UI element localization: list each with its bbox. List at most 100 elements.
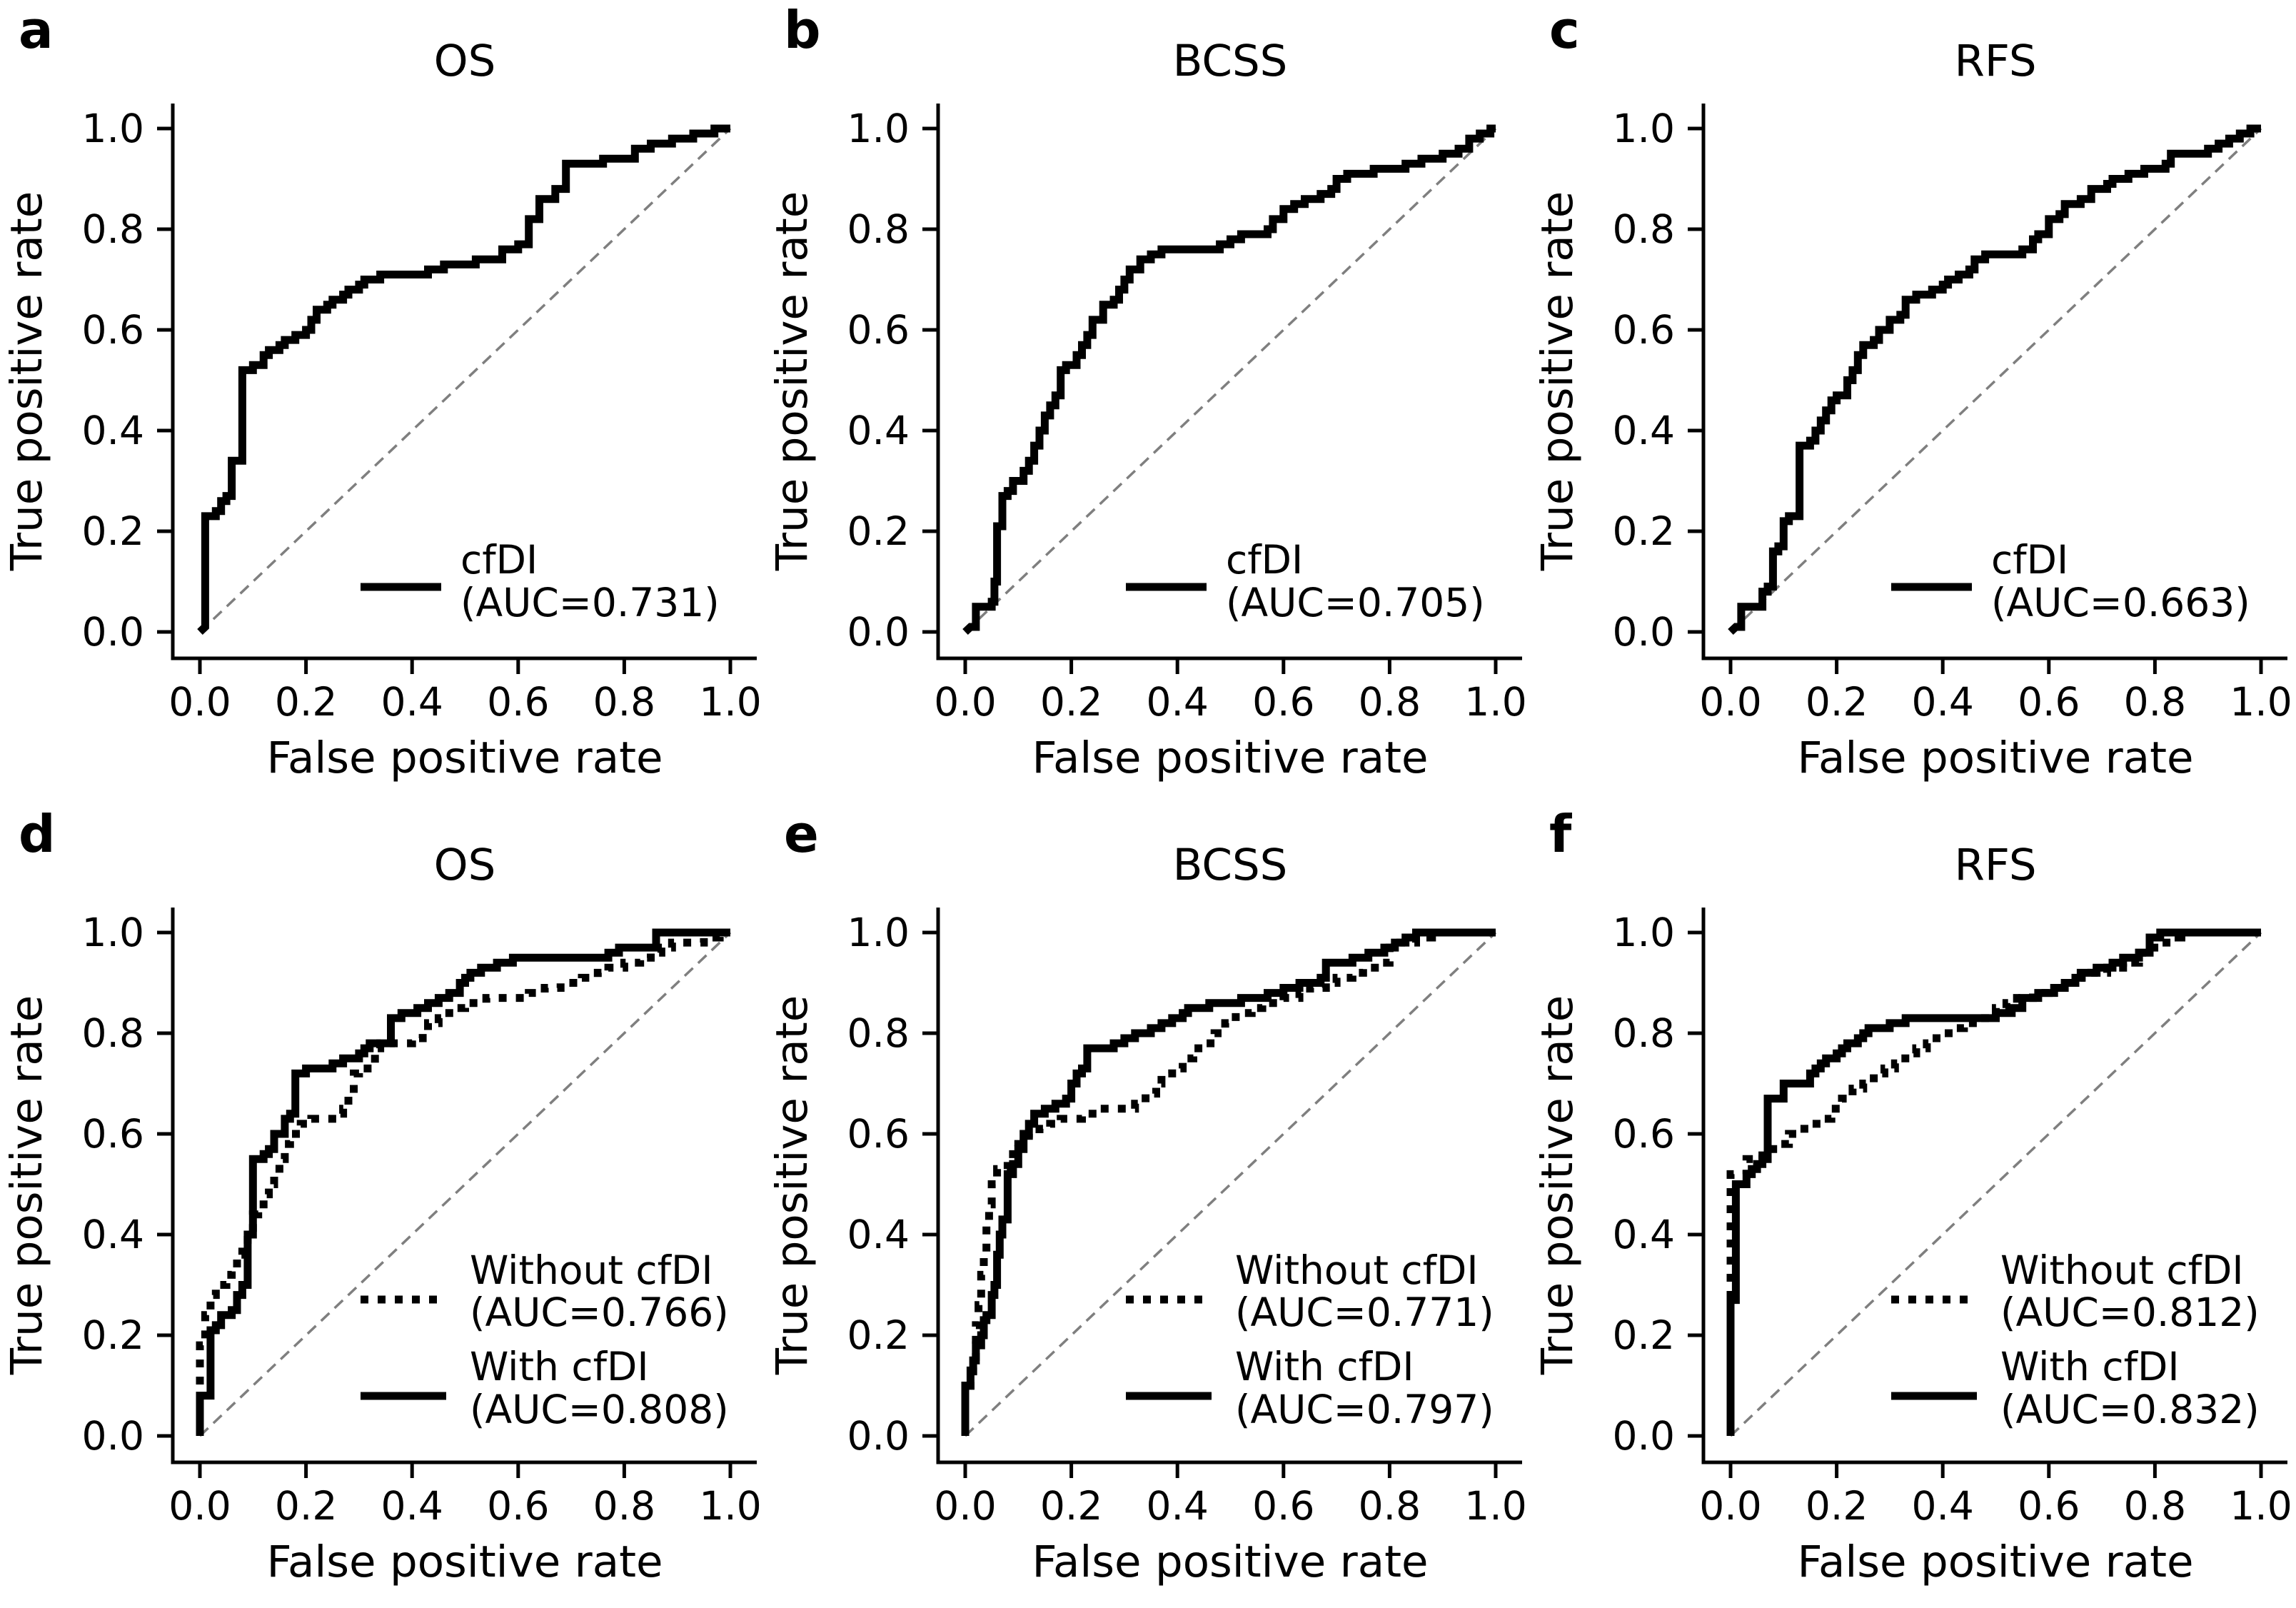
- x-tick-label: 0.2: [1806, 1483, 1868, 1529]
- roc-curve-with-cfdi: [1726, 928, 2261, 1436]
- x-tick-label: 0.0: [934, 679, 996, 725]
- x-tick-label: 0.8: [2124, 679, 2186, 725]
- x-tick-label: 0.8: [2124, 1483, 2186, 1529]
- x-tick-label: 0.0: [168, 1483, 231, 1529]
- roc-curve-with-cfdi: [961, 928, 1496, 1436]
- legend-entry-auc: (AUC=0.832): [2000, 1387, 2260, 1432]
- roc-curve-without-cfdi: [961, 928, 1496, 1436]
- legend-entry-auc: (AUC=0.771): [1235, 1290, 1494, 1335]
- roc-plot-bcss-cfdi: 0.0 0.2 0.4 0.6 0.8 1.0 0.0 0.2 0.4 0.6 0.8 1.0 BCSS…: [767, 36, 1527, 783]
- x-axis-label: False positive rate: [1797, 1537, 2193, 1587]
- y-tick-label: 0.4: [82, 1212, 144, 1257]
- x-axis-label: False positive rate: [266, 733, 663, 783]
- y-tick-label: 1.0: [82, 910, 144, 955]
- x-tick-label: 0.6: [2018, 1483, 2080, 1529]
- roc-curve-without-cfdi: [196, 928, 730, 1436]
- roc-curve-cfdi: [962, 124, 1496, 635]
- y-tick-label: 1.0: [1613, 106, 1675, 151]
- legend-entry-label: cfDI: [1226, 537, 1303, 583]
- legend-entry-label: With cfDI: [2000, 1344, 2180, 1390]
- legend-entry-auc: (AUC=0.766): [470, 1290, 729, 1335]
- y-tick-label: 1.0: [1613, 910, 1675, 955]
- x-tick-label: 0.8: [1359, 679, 1421, 725]
- x-tick-label: 0.0: [1699, 679, 1761, 725]
- legend-entry-label: With cfDI: [470, 1344, 649, 1390]
- legend-entry-auc: (AUC=0.797): [1235, 1387, 1494, 1432]
- plot-title: BCSS: [1173, 840, 1288, 890]
- legend-entry-label: cfDI: [460, 537, 538, 583]
- x-tick-label: 1.0: [699, 1483, 761, 1529]
- y-tick-label: 0.2: [82, 508, 144, 554]
- y-tick-label: 0.8: [1613, 1010, 1675, 1056]
- y-tick-label: 0.6: [847, 1111, 910, 1157]
- y-tick-label: 0.8: [1613, 206, 1675, 252]
- legend-entry-label: cfDI: [1991, 537, 2068, 583]
- x-tick-label: 0.4: [1911, 1483, 1973, 1529]
- y-tick-label: 0.4: [847, 1212, 910, 1257]
- x-tick-label: 0.4: [1146, 679, 1208, 725]
- plot-title: RFS: [1954, 840, 2036, 890]
- panel-c: c 0.0 0.2 0.4 0.6 0.8 1.0 0.0 0.2 0.4 0.6 0.8 1.0 RF…: [1531, 0, 2296, 804]
- legend-entry-auc: (AUC=0.808): [470, 1387, 729, 1432]
- x-tick-label: 0.6: [1252, 679, 1314, 725]
- panel-letter-b: b: [784, 0, 821, 60]
- x-tick-label: 0.8: [593, 1483, 655, 1529]
- x-tick-label: 0.8: [1359, 1483, 1421, 1529]
- roc-plot-bcss-models: 0.0 0.2 0.4 0.6 0.8 1.0 0.0 0.2 0.4 0.6 0.8 1.0 BCSS…: [767, 840, 1527, 1587]
- panel-letter-f: f: [1549, 804, 1572, 864]
- x-tick-label: 1.0: [1464, 1483, 1526, 1529]
- plot-title: BCSS: [1173, 36, 1288, 86]
- panel-e: e 0.0 0.2 0.4 0.6 0.8 1.0 0.0 0.2 0.4 0.6 0.8 1.0 BC…: [765, 804, 1531, 1608]
- x-tick-label: 0.2: [1806, 679, 1868, 725]
- legend-entry-label: Without cfDI: [2000, 1247, 2244, 1293]
- diagonal-reference-line: [964, 931, 1497, 1437]
- y-axis-label: True positive rate: [1, 191, 52, 572]
- x-tick-label: 0.2: [275, 679, 337, 725]
- y-tick-label: 0.2: [847, 1312, 910, 1358]
- y-tick-label: 0.2: [1613, 1312, 1675, 1358]
- x-tick-label: 0.0: [1699, 1483, 1761, 1529]
- plot-title: RFS: [1954, 36, 2036, 86]
- panel-letter-d: d: [19, 804, 56, 864]
- y-axis-label: True positive rate: [1532, 995, 1583, 1376]
- roc-plot-os-cfdi: 0.0 0.2 0.4 0.6 0.8 1.0 0.0 0.2 0.4 0.6 0.8 1.0 OS Fa…: [1, 36, 762, 783]
- y-tick-label: 0.2: [847, 508, 910, 554]
- roc-plot-os-models: 0.0 0.2 0.4 0.6 0.8 1.0 0.0 0.2 0.4 0.6 0.8 1.0 OS Fa…: [1, 840, 762, 1587]
- legend-entry-auc: (AUC=0.663): [1991, 580, 2250, 625]
- roc-plot-rfs-models: 0.0 0.2 0.4 0.6 0.8 1.0 0.0 0.2 0.4 0.6 0.8 1.0 RFS F…: [1532, 840, 2292, 1587]
- y-tick-label: 1.0: [847, 106, 910, 151]
- y-tick-label: 0.0: [82, 609, 144, 655]
- y-axis-label: True positive rate: [1, 995, 52, 1376]
- y-tick-label: 0.4: [82, 408, 144, 453]
- x-tick-label: 0.6: [1252, 1483, 1314, 1529]
- x-tick-label: 0.8: [593, 679, 655, 725]
- x-tick-label: 0.6: [487, 679, 549, 725]
- diagonal-reference-line: [964, 127, 1497, 633]
- x-tick-label: 1.0: [2230, 1483, 2292, 1529]
- x-tick-label: 0.0: [934, 1483, 996, 1529]
- legend-entry-auc: (AUC=0.812): [2000, 1290, 2260, 1335]
- y-tick-label: 0.0: [847, 1413, 910, 1459]
- x-axis-label: False positive rate: [1032, 733, 1428, 783]
- plot-title: OS: [434, 840, 496, 890]
- x-tick-label: 0.2: [1040, 679, 1102, 725]
- y-tick-label: 0.8: [847, 206, 910, 252]
- legend-entry-auc: (AUC=0.705): [1226, 580, 1485, 625]
- y-tick-label: 0.6: [847, 307, 910, 353]
- diagonal-reference-line: [1729, 127, 2262, 633]
- x-axis-label: False positive rate: [1797, 733, 2193, 783]
- x-tick-label: 0.2: [1040, 1483, 1102, 1529]
- y-tick-label: 0.0: [1613, 1413, 1675, 1459]
- y-tick-label: 0.4: [1613, 1212, 1675, 1257]
- legend-entry-label: Without cfDI: [1235, 1247, 1479, 1293]
- y-tick-label: 0.0: [847, 609, 910, 655]
- y-tick-label: 0.6: [1613, 307, 1675, 353]
- x-tick-label: 0.2: [275, 1483, 337, 1529]
- y-tick-label: 0.0: [1613, 609, 1675, 655]
- roc-plot-rfs-cfdi: 0.0 0.2 0.4 0.6 0.8 1.0 0.0 0.2 0.4 0.6 0.8 1.0 RFS F…: [1532, 36, 2292, 783]
- panel-letter-a: a: [19, 0, 54, 60]
- roc-curve-cfdi: [1728, 124, 2261, 635]
- x-axis-label: False positive rate: [1032, 1537, 1428, 1587]
- y-tick-label: 0.2: [82, 1312, 144, 1358]
